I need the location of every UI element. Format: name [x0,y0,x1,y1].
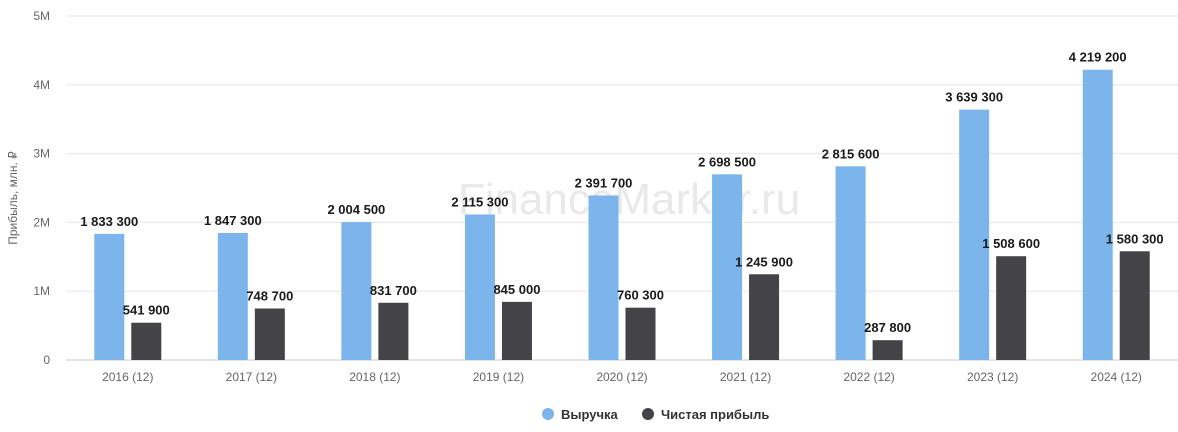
legend-marker-icon [542,408,554,420]
legend-item-revenue[interactable]: Выручка [542,407,619,422]
bar-net-profit[interactable] [501,301,532,360]
y-tick-label: 3M [33,147,50,161]
bar-net-profit[interactable] [625,307,656,360]
x-tick-label: 2022 (12) [843,370,894,384]
x-axis-ticks: 2016 (12) 2017 (12) 2018 (12) 2019 (12) 2020… [102,370,1142,384]
x-tick-label: 2016 (12) [102,370,153,384]
bar-revenue[interactable] [588,195,619,360]
y-tick-label: 4M [33,78,50,92]
x-tick-label: 2023 (12) [967,370,1018,384]
data-label: 748 700 [246,288,293,303]
grid-lines [66,15,1178,361]
bar-net-profit[interactable] [378,302,409,360]
x-tick-label: 2021 (12) [720,370,771,384]
data-label: 541 900 [123,303,170,318]
bar-revenue[interactable] [217,232,248,360]
y-tick-label: 5M [33,9,50,23]
data-label: 4 219 200 [1069,50,1127,65]
bars [94,69,1150,361]
data-label: 845 000 [493,282,540,297]
bar-net-profit[interactable] [131,322,162,360]
y-axis-title: Прибыль, млн. ₽ [6,151,20,245]
watermark: FinanceMarker.ru [458,175,800,224]
bar-net-profit[interactable] [1119,251,1150,360]
data-labels: 1 833 300 541 900 1 847 300 748 700 2 004 50… [80,50,1163,335]
legend-label: Выручка [561,407,619,422]
bar-revenue[interactable] [712,174,743,360]
bar-revenue[interactable] [94,233,125,360]
x-tick-label: 2018 (12) [349,370,400,384]
bar-revenue[interactable] [835,166,866,360]
x-tick-label: 2019 (12) [473,370,524,384]
data-label: 1 508 600 [982,236,1040,251]
y-tick-label: 2M [33,215,50,229]
bar-net-profit[interactable] [996,256,1027,360]
data-label: 2 698 500 [698,154,756,169]
bar-revenue[interactable] [959,109,990,361]
bar-revenue[interactable] [464,214,495,360]
data-label: 287 800 [864,320,911,335]
legend-item-net-profit[interactable]: Чистая прибыль [642,407,769,422]
x-tick-label: 2020 (12) [596,370,647,384]
data-label: 1 580 300 [1106,231,1164,246]
legend-marker-icon [642,408,654,420]
data-label: 2 391 700 [575,175,633,190]
data-label: 1 833 300 [80,214,138,229]
data-label: 1 847 300 [204,213,262,228]
y-axis-ticks: 0 1M 2M 3M 4M 5M [33,9,50,367]
bar-net-profit[interactable] [254,308,285,360]
bar-revenue[interactable] [1082,69,1113,360]
data-label: 1 245 900 [735,254,793,269]
data-label: 2 115 300 [451,194,508,209]
data-label: 831 700 [370,283,417,298]
legend-label: Чистая прибыль [661,407,769,422]
bar-net-profit[interactable] [872,340,903,360]
y-tick-label: 0 [43,353,50,367]
y-tick-label: 1M [33,284,50,298]
data-label: 3 639 300 [945,90,1003,105]
data-label: 2 004 500 [327,202,385,217]
bar-net-profit[interactable] [749,274,780,360]
bar-revenue[interactable] [341,222,372,360]
data-label: 2 815 600 [822,146,880,161]
data-label: 760 300 [617,288,664,303]
legend[interactable]: Выручка Чистая прибыль [542,407,769,422]
x-tick-label: 2017 (12) [226,370,277,384]
x-tick-label: 2024 (12) [1091,370,1142,384]
